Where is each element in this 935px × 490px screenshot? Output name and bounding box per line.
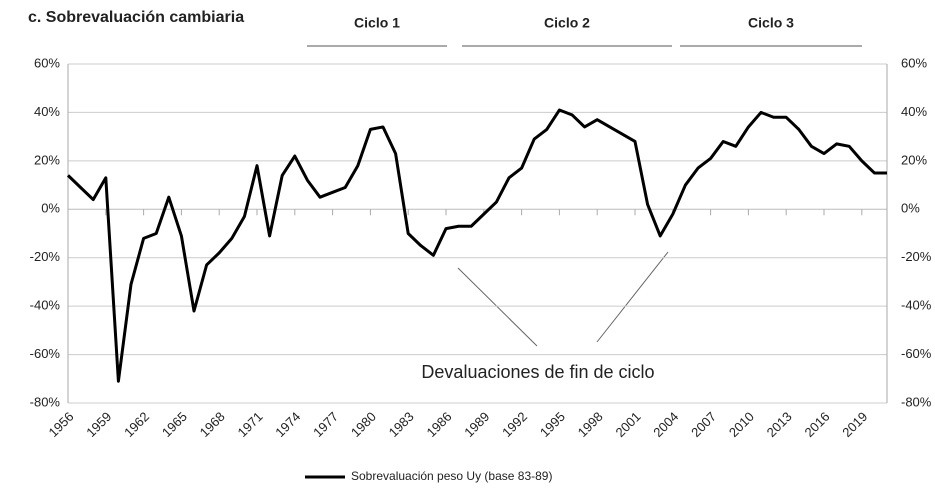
x-tick-label: 1995 [537, 409, 568, 440]
x-tick-label: 1965 [159, 409, 190, 440]
cycle-label: Ciclo 3 [748, 15, 794, 31]
x-tick-label: 2007 [688, 409, 719, 440]
x-tick-label: 1998 [575, 409, 606, 440]
line [66, 108, 887, 383]
y2-tick-label: 40% [901, 104, 927, 119]
x-tick-label: 1977 [310, 409, 341, 440]
x-tick-label: 1992 [499, 409, 530, 440]
x-tick-label: 1962 [121, 409, 152, 440]
annotation: Devaluaciones de fin de ciclo [421, 362, 654, 382]
x-tick-label: 1971 [234, 409, 265, 440]
y2-tick-label: 0% [901, 201, 920, 216]
chart-title: c. Sobrevaluación cambiaria [28, 9, 244, 26]
y-tick-label: -80% [30, 394, 61, 409]
y-tick-label: 20% [34, 152, 60, 167]
y-tick-label: 40% [34, 104, 60, 119]
x-tick-label: 2004 [650, 409, 681, 440]
x-tick-label: 2016 [801, 409, 832, 440]
x-tick-label: 2010 [726, 409, 757, 440]
y2-tick-label: -40% [901, 298, 932, 313]
x-tick-label: 2001 [612, 409, 643, 440]
annotation-arrow [457, 267, 538, 347]
x-tick-label: 1959 [83, 409, 114, 440]
legend-label: Sobrevaluación peso Uy (base 83-89) [351, 469, 552, 483]
x-tick-label: 1986 [423, 409, 454, 440]
y-tick-label: 0% [41, 201, 60, 216]
y-tick-label: -20% [30, 249, 61, 264]
cycle-label: Ciclo 2 [544, 15, 590, 31]
x-tick-label: 2013 [764, 409, 795, 440]
y-tick-label: -40% [30, 298, 61, 313]
cycle-label: Ciclo 1 [354, 15, 400, 31]
y-tick-label: 60% [34, 55, 60, 70]
y2-tick-label: 60% [901, 55, 927, 70]
x-tick-label: 1989 [461, 409, 492, 440]
y-tick-label: -60% [30, 346, 61, 361]
x-tick-label: 1968 [197, 409, 228, 440]
x-tick-label: 1983 [386, 409, 417, 440]
y2-tick-label: 20% [901, 152, 927, 167]
x-tick-label: 2019 [839, 409, 870, 440]
x-tick-label: 1980 [348, 409, 379, 440]
x-tick-label: 1956 [45, 409, 76, 440]
y2-tick-label: -20% [901, 249, 932, 264]
x-tick-label: 1974 [272, 409, 303, 440]
y2-tick-label: -60% [901, 346, 932, 361]
y2-tick-label: -80% [901, 394, 932, 409]
annotation-arrow [596, 251, 669, 343]
